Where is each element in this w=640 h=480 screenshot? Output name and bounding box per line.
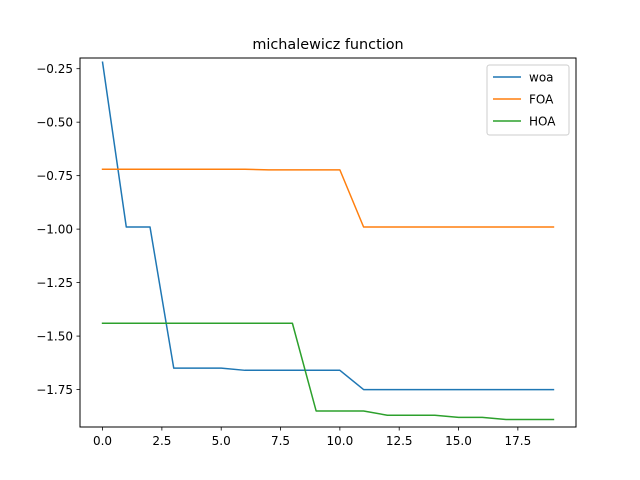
series-line-foa (101, 168, 555, 228)
x-tick-label: 0.0 (93, 434, 112, 448)
y-tick-label: −0.75 (36, 169, 73, 183)
y-tick-label: −0.50 (36, 116, 73, 130)
series-line-woa (101, 61, 555, 391)
y-tick-label: −0.25 (36, 62, 73, 76)
x-tick-label: 5.0 (212, 434, 231, 448)
legend-box (486, 64, 570, 136)
legend-label: HOA (529, 115, 556, 129)
x-tick-label: 2.5 (152, 434, 171, 448)
series-lines (101, 61, 555, 421)
plot-frame (79, 57, 577, 428)
x-tick-label: 15.0 (445, 434, 472, 448)
legend-label: FOA (529, 93, 554, 107)
y-axis: −0.25 −0.50 −0.75 −1.00 −1.25 −1.50 −1.75 (36, 62, 80, 397)
x-tick-label: 12.5 (386, 434, 413, 448)
chart-title: michalewicz function (252, 37, 403, 53)
legend: woa FOA HOA (486, 64, 570, 136)
y-tick-label: −1.25 (36, 276, 73, 290)
x-tick-label: 17.5 (504, 434, 531, 448)
x-tick-label: 7.5 (271, 434, 290, 448)
y-tick-label: −1.50 (36, 330, 73, 344)
series-line-hoa (101, 322, 555, 421)
y-tick-label: −1.75 (36, 383, 73, 397)
legend-label: woa (529, 71, 554, 85)
x-tick-label: 10.0 (327, 434, 354, 448)
x-axis: 0.0 2.5 5.0 7.5 10.0 12.5 15.0 17.5 (93, 427, 531, 448)
y-tick-label: −1.00 (36, 223, 73, 237)
